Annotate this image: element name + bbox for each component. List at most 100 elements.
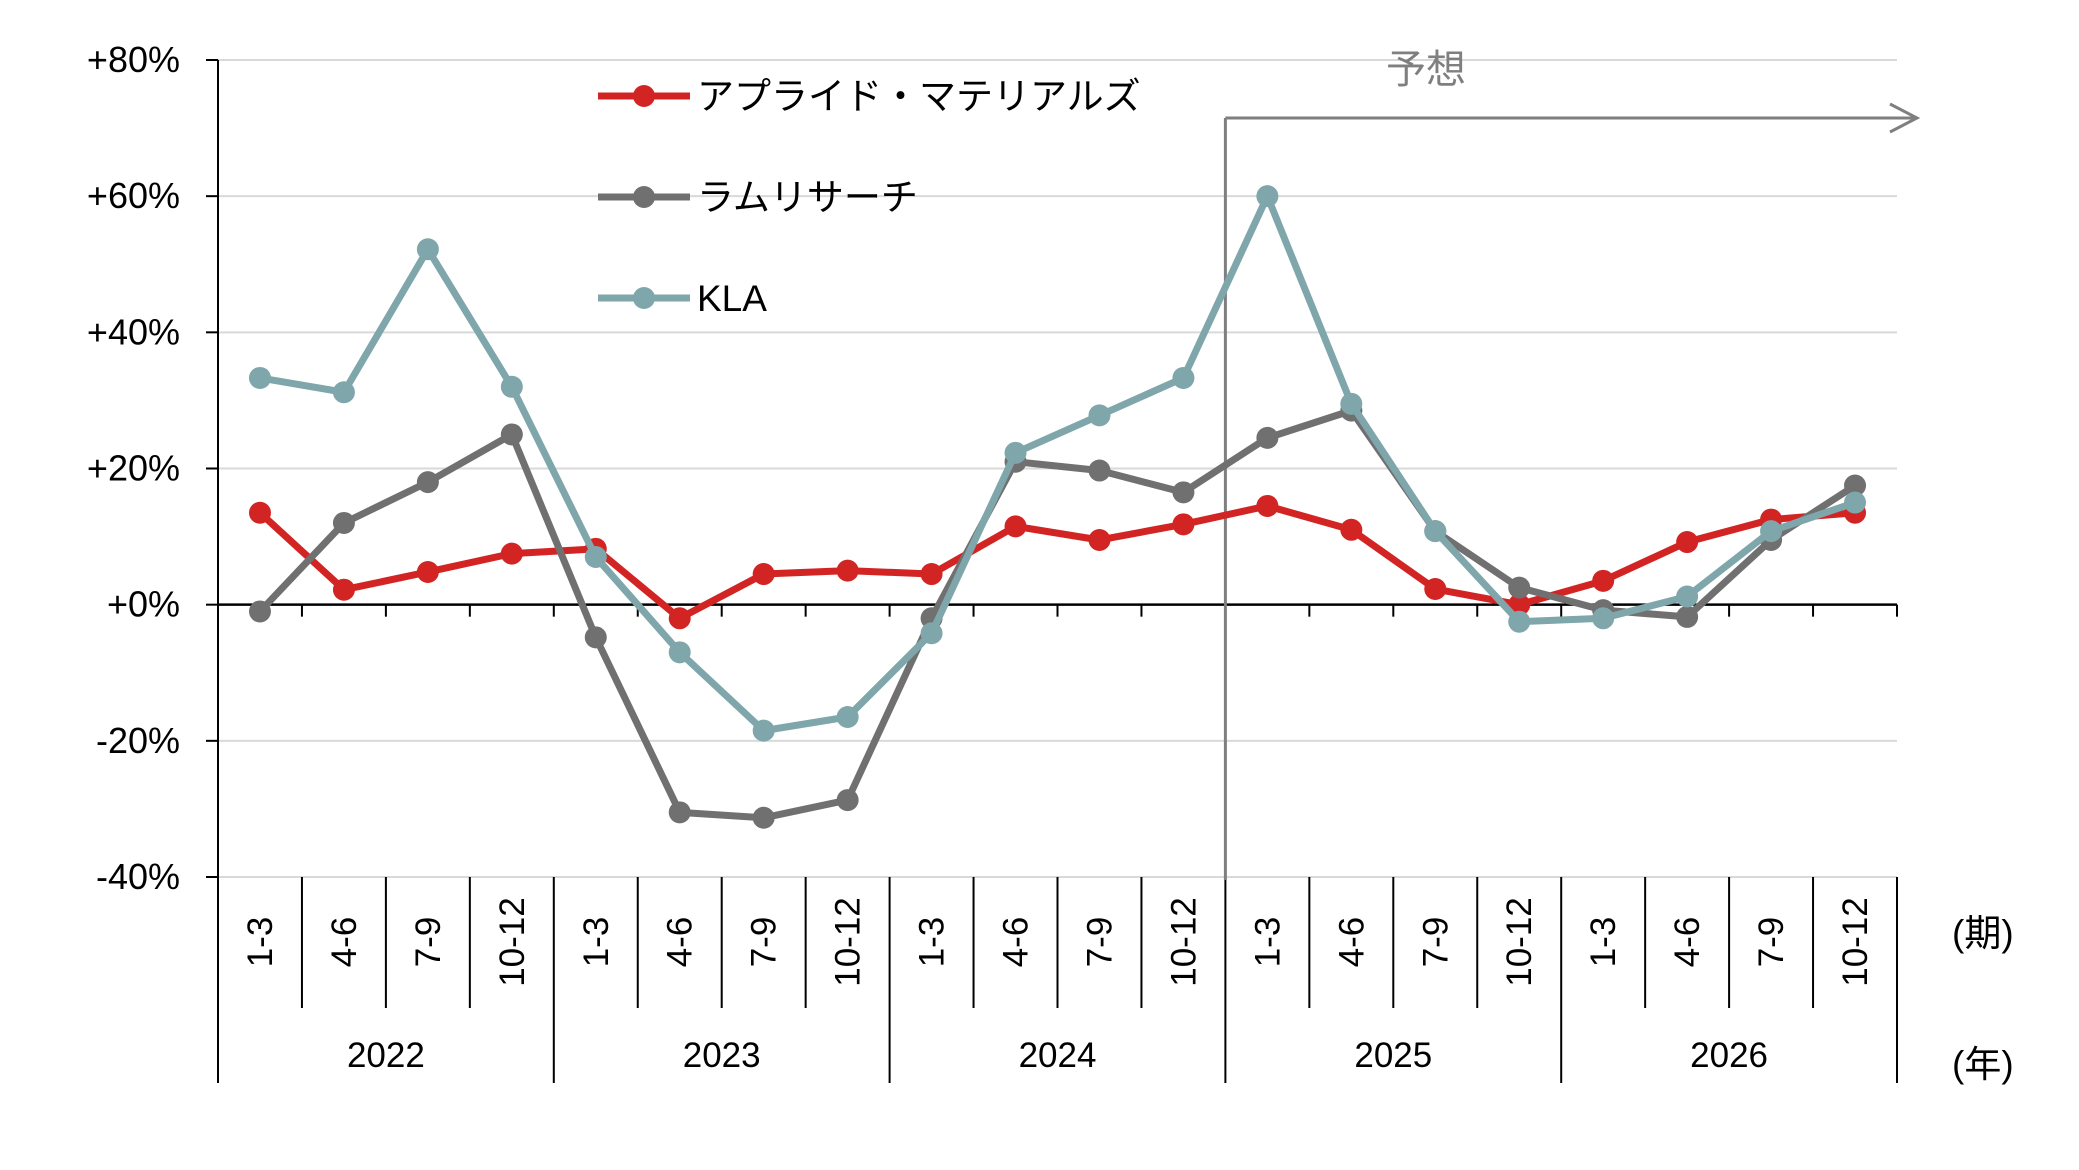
forecast-label: 予想 [1386, 48, 1466, 92]
y-tick-label: +40% [87, 311, 180, 352]
series-line [256, 407, 1859, 822]
series-point [1508, 593, 1531, 616]
category-label: 10-12 [1164, 897, 1203, 987]
series-point [1088, 528, 1111, 551]
period-unit-label: (期) [1952, 913, 2014, 954]
series-point [1340, 392, 1363, 415]
series-point [1424, 578, 1447, 601]
y-tick-label: +80% [87, 39, 180, 80]
category-label: 7-9 [1080, 917, 1119, 968]
series-point [1088, 404, 1111, 427]
series-point [1256, 494, 1279, 517]
series-point [1004, 441, 1027, 464]
series-line [256, 502, 1859, 622]
category-label: 10-12 [493, 897, 532, 987]
category-label: 1-3 [1248, 917, 1287, 968]
forecast-arrow-head [1889, 102, 1921, 134]
legend-marker [633, 85, 655, 107]
series-point [920, 622, 943, 645]
category-label: 1-3 [241, 917, 280, 968]
series-point [1256, 185, 1279, 208]
series-point [836, 789, 859, 812]
series-point [1256, 426, 1279, 449]
series-point [836, 706, 859, 729]
series-point [752, 563, 775, 586]
series-point [1508, 610, 1531, 633]
legend-marker [633, 287, 655, 309]
series-point [1004, 515, 1027, 538]
category-label: 7-9 [409, 917, 448, 968]
series-point [1676, 585, 1699, 608]
forecast-marker: 予想 [1223, 48, 1921, 880]
series-point [668, 607, 691, 630]
series-point [668, 801, 691, 824]
series-point [248, 366, 271, 389]
category-label: 4-6 [997, 917, 1036, 968]
series-point [248, 600, 271, 623]
series-point [332, 381, 355, 404]
category-label: 10-12 [829, 897, 868, 987]
series-point [1508, 576, 1531, 599]
category-label: 4-6 [1332, 917, 1371, 968]
category-label: 7-9 [745, 917, 784, 968]
series-point [836, 559, 859, 582]
y-tick-label: -40% [96, 856, 180, 897]
y-tick-label: +60% [87, 175, 180, 216]
year-label: 2022 [347, 1036, 425, 1075]
series-point [1844, 474, 1867, 497]
series-point [1760, 520, 1783, 543]
series-point [584, 626, 607, 649]
category-label: 7-9 [1416, 917, 1455, 968]
series-point [332, 511, 355, 534]
series-point [416, 560, 439, 583]
series-point [1172, 366, 1195, 389]
series-point [1844, 491, 1867, 514]
category-label: 4-6 [325, 917, 364, 968]
series-point [1172, 481, 1195, 504]
legend-label: KLA [697, 278, 767, 319]
series-point [920, 563, 943, 586]
series-point [668, 641, 691, 664]
category-label: 1-3 [913, 917, 952, 968]
legend-label: ラムリサーチ [697, 177, 918, 218]
legend-marker [633, 186, 655, 208]
series-point [1592, 569, 1615, 592]
category-label: 10-12 [1500, 897, 1539, 987]
series-point [1172, 513, 1195, 536]
year-label: 2026 [1690, 1036, 1768, 1075]
y-tick-label: -20% [96, 720, 180, 761]
series-point [500, 542, 523, 565]
axes: +80% +60% +40% +20% +0% -20% -40% 1-3 4-6 7-9 10-1… [87, 39, 2014, 1085]
year-unit-label: (年) [1952, 1044, 2014, 1085]
series-line [256, 192, 1859, 735]
series-point [500, 423, 523, 446]
series-point [416, 238, 439, 261]
legend-label: アプライド・マテリアルズ [697, 76, 1141, 117]
series-point [332, 578, 355, 601]
year-label: 2023 [683, 1036, 761, 1075]
series-point [1676, 605, 1699, 628]
category-label: 4-6 [1668, 917, 1707, 968]
series-point [584, 546, 607, 569]
series-point [500, 375, 523, 398]
category-label: 7-9 [1752, 917, 1791, 968]
y-tick-label: +20% [87, 448, 180, 489]
year-label: 2024 [1019, 1036, 1097, 1075]
category-label: 10-12 [1836, 897, 1875, 987]
y-tick-label: +0% [107, 584, 180, 625]
series-point [752, 719, 775, 742]
series-point [1592, 607, 1615, 630]
year-label: 2025 [1354, 1036, 1432, 1075]
series-point [1676, 531, 1699, 554]
series-point [248, 501, 271, 524]
series-layer [248, 185, 1867, 829]
series-point [1424, 520, 1447, 543]
series-point [416, 471, 439, 494]
category-label: 1-3 [577, 917, 616, 968]
category-label: 1-3 [1584, 917, 1623, 968]
category-label: 4-6 [661, 917, 700, 968]
series-point [1088, 459, 1111, 482]
series-point [752, 806, 775, 829]
